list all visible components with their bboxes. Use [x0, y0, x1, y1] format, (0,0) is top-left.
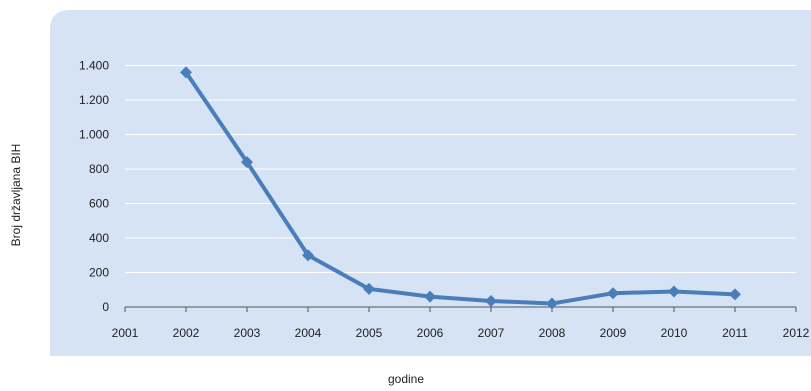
series-line	[184, 71, 736, 306]
data-point	[363, 282, 375, 295]
data-point	[607, 287, 619, 300]
x-tick-label: 2001	[112, 326, 139, 340]
data-point	[241, 156, 253, 169]
y-tick-label: 1.400	[79, 59, 109, 73]
series-layer	[180, 66, 741, 310]
x-tick-label: 2009	[600, 326, 627, 340]
plot-area	[50, 10, 811, 356]
data-point	[729, 288, 741, 301]
y-tick-label: 0	[102, 300, 109, 314]
data-point	[302, 249, 314, 262]
x-tick-label: 2007	[478, 326, 505, 340]
y-axis-title: Broj državljana BIH	[9, 144, 23, 247]
x-tick-label: 2006	[417, 326, 444, 340]
tick-labels: 0 200 400 600 800 1.000 1.200 1.400 2001 2002 2003…	[79, 59, 810, 341]
data-point	[668, 285, 680, 298]
data-point	[424, 290, 436, 303]
data-point	[180, 66, 192, 79]
y-tick-label: 1.000	[79, 128, 109, 142]
y-tick-label: 200	[89, 266, 109, 280]
y-tick-label: 1.200	[79, 93, 109, 107]
x-tick-label: 2012	[783, 326, 810, 340]
axes	[124, 306, 797, 312]
y-tick-label: 800	[89, 162, 109, 176]
x-tick-label: 2008	[539, 326, 566, 340]
y-tick-label: 400	[89, 231, 109, 245]
x-tick-label: 2005	[356, 326, 383, 340]
x-tick-label: 2003	[234, 326, 261, 340]
x-tick-label: 2010	[661, 326, 688, 340]
x-axis-title: godine	[388, 372, 424, 386]
x-tick-label: 2002	[173, 326, 200, 340]
x-tick-label: 2004	[295, 326, 322, 340]
data-point	[485, 294, 497, 307]
data-point	[546, 297, 558, 310]
y-tick-label: 600	[89, 197, 109, 211]
grid	[125, 65, 796, 273]
x-tick-label: 2011	[722, 326, 748, 340]
